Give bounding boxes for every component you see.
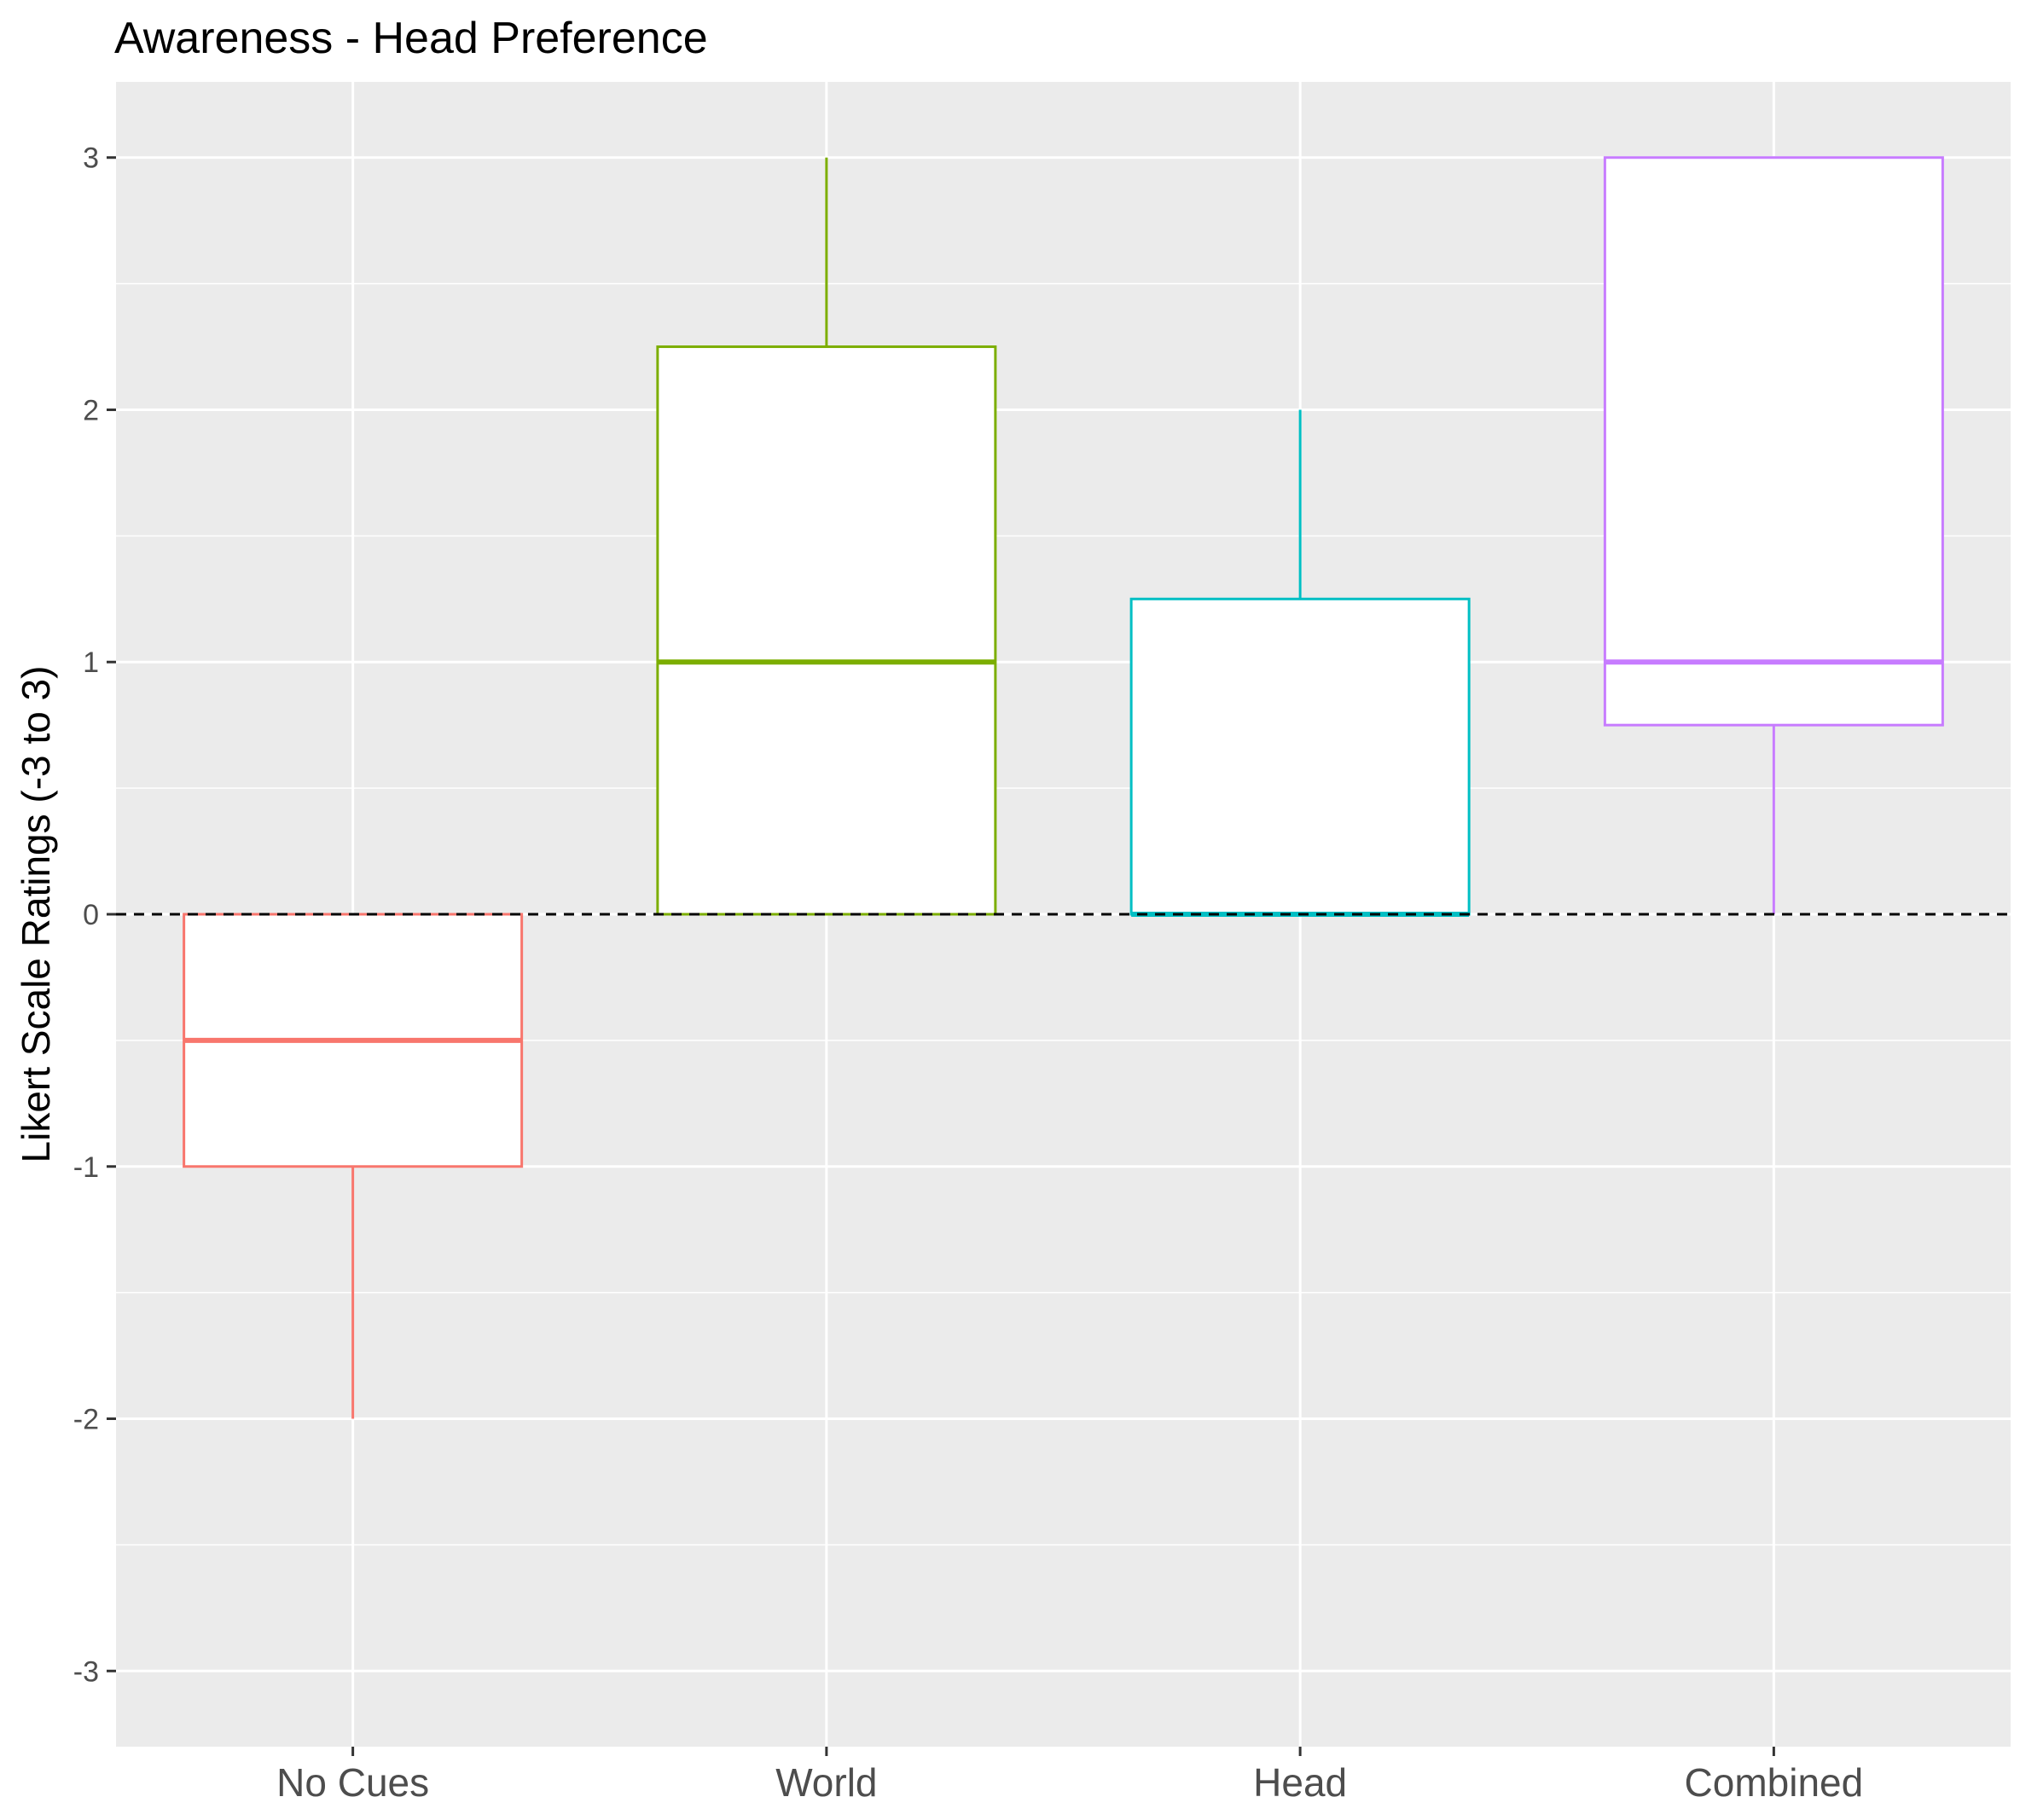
y-tick-label: -2 [73, 1404, 99, 1436]
x-tick-label: No Cues [276, 1760, 429, 1805]
y-tick-label: 2 [83, 394, 99, 426]
x-axis-ticks: No Cues World Head Combined [276, 1747, 1863, 1805]
y-axis-ticks: 3 2 1 0 -1 -2 -3 [73, 142, 116, 1688]
x-tick-label: World [775, 1760, 877, 1805]
box-no-cues [183, 913, 524, 1419]
x-tick-label: Combined [1685, 1760, 1864, 1805]
box-world [656, 157, 997, 916]
y-tick-label: 3 [83, 142, 99, 175]
y-tick-label: -3 [73, 1655, 99, 1688]
y-axis-label: Likert Scale Ratings (-3 to 3) [14, 666, 58, 1163]
y-tick-label: 1 [83, 646, 99, 679]
box-combined [1603, 156, 1944, 914]
x-tick-label: Head [1253, 1760, 1347, 1805]
box-iqr [1603, 156, 1944, 727]
box-iqr [1129, 597, 1471, 916]
chart-title: Awareness - Head Preference [114, 14, 708, 63]
y-tick-label: 0 [83, 899, 99, 931]
box-iqr [656, 345, 997, 916]
y-tick-label: -1 [73, 1151, 99, 1184]
